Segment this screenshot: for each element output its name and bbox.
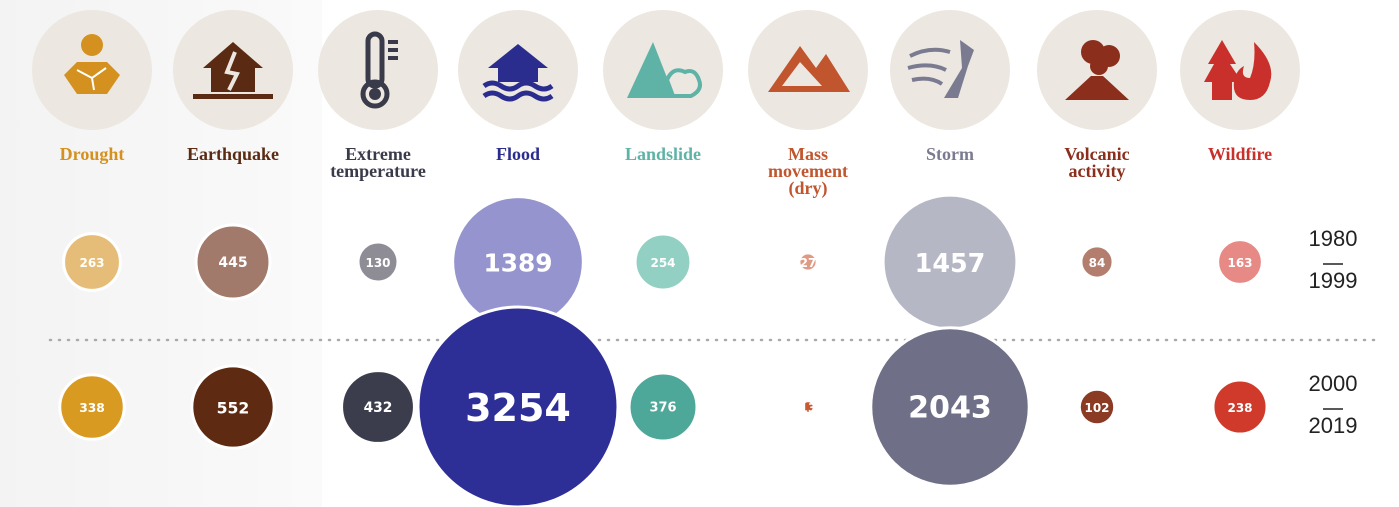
icon-thermometer bbox=[318, 10, 438, 130]
bubble bbox=[1216, 238, 1264, 286]
bubble-label: 84 bbox=[1089, 256, 1106, 270]
bubble-label: 432 bbox=[364, 400, 393, 416]
icon-earthquake bbox=[173, 10, 293, 130]
category-label: Wildfire bbox=[1207, 144, 1273, 164]
bubble-label: 2043 bbox=[908, 391, 992, 426]
bubble bbox=[800, 399, 816, 415]
bubble-label: 254 bbox=[650, 256, 675, 270]
icon-storm bbox=[890, 10, 1010, 130]
category-label: Landslide bbox=[624, 144, 702, 164]
period-start: 1980 bbox=[1308, 226, 1358, 251]
category-label: Flood bbox=[495, 144, 540, 164]
icons bbox=[32, 10, 1300, 130]
bubble-label: 263 bbox=[79, 256, 104, 270]
category-label: Drought bbox=[59, 144, 125, 164]
category-label: Volcanic activity bbox=[1064, 144, 1130, 181]
bubble bbox=[190, 364, 276, 450]
bubble-label: 163 bbox=[1227, 256, 1252, 270]
icon-flood bbox=[458, 10, 578, 130]
bubble-label: 338 bbox=[79, 401, 105, 415]
bubble bbox=[1211, 378, 1269, 436]
bubble bbox=[627, 371, 699, 443]
bubble-label: 376 bbox=[650, 401, 677, 416]
bubble bbox=[1079, 244, 1115, 280]
icon-mass-movement bbox=[748, 10, 868, 130]
bubble-label: 3254 bbox=[465, 386, 571, 430]
bubble-label: 130 bbox=[365, 256, 390, 270]
bubble-label: 238 bbox=[1227, 401, 1252, 415]
category-label: Mass movement (dry) bbox=[768, 144, 848, 198]
icon-drought bbox=[32, 10, 152, 130]
bubble bbox=[797, 251, 819, 273]
icon-wildfire bbox=[1180, 10, 1300, 130]
period-end: 2019 bbox=[1308, 413, 1358, 438]
bubble bbox=[340, 369, 416, 445]
category-label: Storm bbox=[926, 144, 974, 164]
bubble bbox=[58, 373, 126, 441]
bubble-label: 1457 bbox=[915, 248, 986, 278]
bubble-label: 27 bbox=[800, 256, 817, 270]
bubble-label: 552 bbox=[217, 399, 250, 418]
bubble bbox=[416, 305, 620, 507]
icon-landslide bbox=[603, 10, 723, 130]
category-label: Earthquake bbox=[186, 144, 280, 164]
bubble bbox=[869, 326, 1031, 488]
bubble-label: 1389 bbox=[483, 249, 552, 278]
bubble bbox=[62, 232, 122, 292]
bubble-label: 13 bbox=[800, 401, 817, 415]
bubble-label: 102 bbox=[1084, 401, 1109, 415]
bubble-label: 445 bbox=[218, 255, 247, 271]
category-label: Extreme temperature bbox=[330, 144, 426, 181]
bubble bbox=[633, 232, 693, 292]
period-start: 2000 bbox=[1308, 371, 1358, 396]
period-end: 1999 bbox=[1308, 268, 1358, 293]
icon-volcano bbox=[1037, 10, 1157, 130]
bubble bbox=[1077, 387, 1117, 427]
bubble bbox=[356, 240, 400, 284]
bubble bbox=[194, 223, 272, 301]
